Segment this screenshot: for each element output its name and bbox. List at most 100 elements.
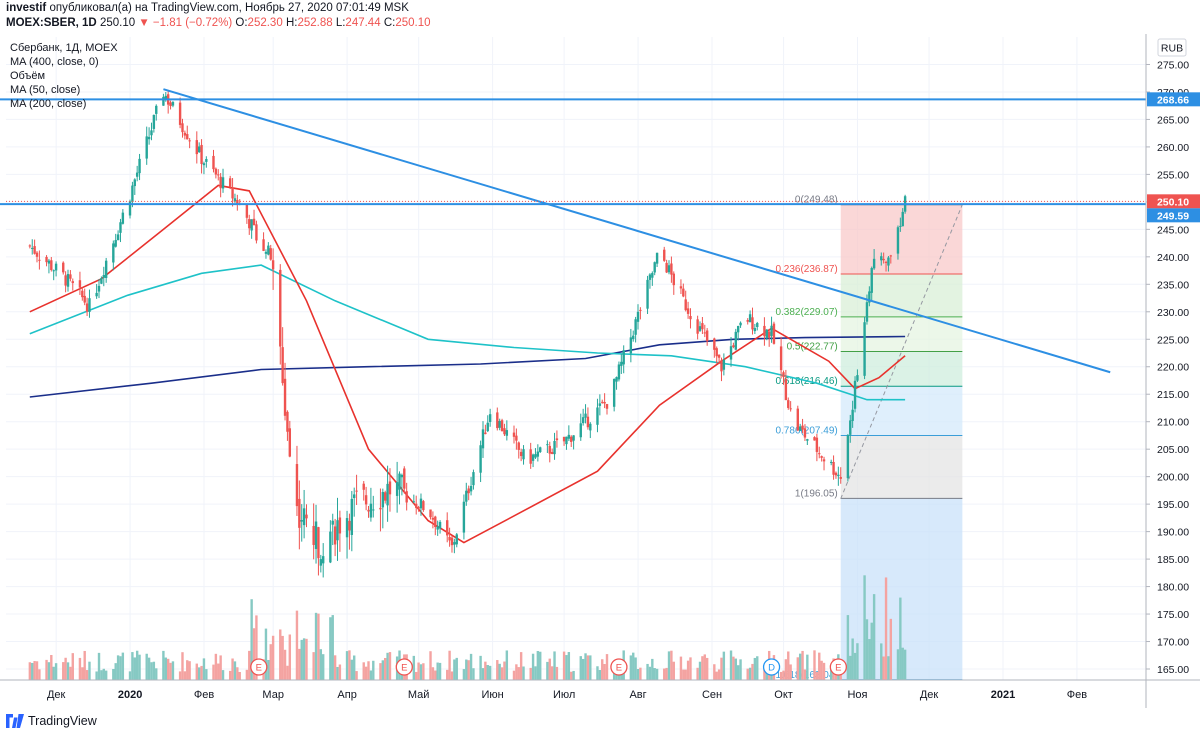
candle-body [248, 219, 251, 229]
candle-body [562, 436, 566, 442]
volume-bar [116, 655, 120, 680]
volume-bar [553, 651, 556, 680]
candle-body [429, 509, 432, 518]
currency-button[interactable]: RUB [1157, 38, 1187, 57]
candle-body [581, 417, 585, 424]
candle-body [849, 420, 852, 435]
volume-bar [734, 658, 737, 680]
event-marker-label: E [835, 663, 841, 674]
volume-bar [880, 643, 883, 680]
candle-body [128, 201, 132, 216]
price-chart[interactable]: 0(249.48) 0.236(236.87) 0.382(229.07) 0.5(2… [0, 34, 1200, 708]
candle-body [789, 408, 792, 410]
volume-bar [820, 660, 823, 680]
candle-body [784, 378, 788, 401]
volume-bar [417, 662, 420, 680]
time-tick-label: Авг [629, 689, 646, 701]
volume-bar [33, 661, 36, 680]
volume-bar [104, 670, 108, 680]
volume-bar [705, 657, 709, 680]
volume-bar [281, 635, 284, 680]
volume-bar [264, 628, 268, 680]
candle-body [195, 140, 198, 155]
volume-bar [97, 652, 101, 680]
candle-body [52, 270, 55, 272]
candle-body [45, 256, 48, 263]
volume-bar [496, 660, 499, 680]
volume-bar [379, 663, 382, 680]
candle-body [119, 222, 122, 233]
volume-bar [672, 661, 675, 680]
volume-bar [515, 664, 518, 680]
candle-body [851, 409, 854, 421]
candle-body [317, 527, 320, 559]
volume-bar [682, 669, 685, 680]
volume-bar [562, 651, 566, 680]
candle-body [314, 521, 318, 549]
volume-bar [348, 650, 351, 680]
volume-bar [286, 665, 289, 680]
volume-bar [667, 651, 671, 680]
volume-bar [233, 661, 237, 680]
price-tick-label: 165.00 [1157, 664, 1189, 676]
candle-body [465, 490, 468, 502]
volume-bar [896, 649, 900, 680]
volume-bar [28, 662, 32, 680]
price-tick-label: 220.00 [1157, 362, 1189, 374]
volume-bar [617, 671, 621, 680]
volume-bar [228, 670, 232, 680]
candle-body [899, 225, 902, 227]
candle-body [503, 428, 506, 435]
volume-bar [362, 662, 365, 680]
volume-bar [45, 659, 48, 680]
volume-bar [212, 664, 215, 680]
candle-body [221, 177, 225, 189]
candle-body [81, 290, 84, 298]
fibonacci-tool[interactable]: 0(249.48) 0.236(236.87) 0.382(229.07) 0.5(2… [775, 195, 963, 681]
candle-body [698, 326, 702, 331]
candle-body [345, 518, 349, 538]
volume-bar [188, 661, 191, 680]
candle-body [536, 451, 540, 457]
volume-bar [95, 671, 98, 680]
volume-bar [155, 668, 158, 680]
chart-area[interactable]: 0(249.48) 0.236(236.87) 0.382(229.07) 0.5(2… [0, 34, 1200, 708]
volume-bar [665, 667, 668, 680]
volume-bar [851, 638, 854, 680]
volume-bar [787, 651, 790, 680]
candle-body [403, 468, 406, 489]
event-marker-label: E [616, 663, 622, 674]
volume-bar [765, 668, 768, 680]
legend-ma50: MA (50, close) [10, 84, 80, 96]
candle-body [271, 260, 275, 270]
candle-body [155, 105, 158, 114]
fib-level-label: 1(196.05) [795, 488, 838, 499]
volume-bar [863, 575, 866, 680]
candle-body [300, 520, 303, 522]
candle-body [202, 163, 206, 166]
candle-body [321, 556, 325, 564]
volume-bar [887, 656, 890, 680]
currency-label[interactable]: RUB [1161, 43, 1183, 55]
candle-body [262, 239, 265, 251]
volume-bar [701, 656, 704, 680]
low-value: 247.44 [345, 17, 381, 29]
tradingview-logo[interactable]: TradingView [6, 714, 97, 728]
price-tick-label: 265.00 [1157, 114, 1189, 126]
candle-body [639, 309, 642, 311]
author-name[interactable]: investif [6, 2, 47, 14]
event-marker-circle [610, 658, 628, 676]
volume-bar [598, 669, 602, 680]
candle-body [753, 328, 757, 332]
drawings[interactable] [0, 88, 1146, 374]
candle-body [729, 346, 733, 360]
moving-averages [29, 184, 906, 544]
price-tick-label: 200.00 [1157, 472, 1189, 484]
candle-body [295, 464, 299, 507]
volume-bar [200, 665, 203, 680]
candle-body [837, 474, 840, 477]
volume-bar [784, 659, 788, 680]
volume-bar [236, 667, 239, 680]
volume-bar [197, 667, 201, 680]
